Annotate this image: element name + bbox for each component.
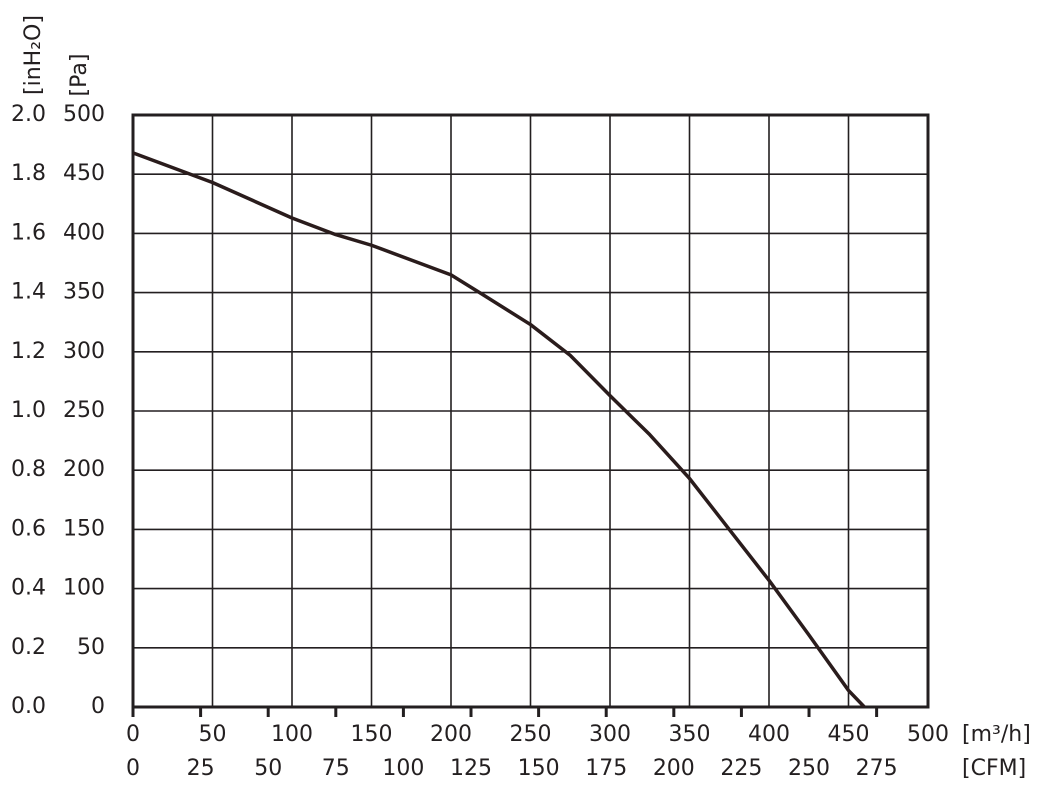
y-tick-label: 500 xyxy=(63,102,105,127)
x-tick-label: 50 xyxy=(199,722,227,747)
y-tick-label: 100 xyxy=(63,576,105,601)
x-tick-label: 100 xyxy=(271,722,313,747)
y2-tick-label: 0.0 xyxy=(11,694,46,719)
x2-tick-label: 275 xyxy=(856,756,898,781)
y-tick-label: 150 xyxy=(63,516,105,541)
y-tick-label: 50 xyxy=(77,635,105,660)
x-tick-label: 200 xyxy=(430,722,472,747)
x-tick-label: 500 xyxy=(907,722,949,747)
y2-tick-label: 1.0 xyxy=(11,398,46,423)
x2-tick-label: 100 xyxy=(382,756,424,781)
x2-tick-label: 250 xyxy=(788,756,830,781)
y-tick-label: 350 xyxy=(63,280,105,305)
x2-axis-label: [CFM] xyxy=(962,756,1026,781)
x-tick-label: 400 xyxy=(748,722,790,747)
x-tick-label: 300 xyxy=(589,722,631,747)
curve xyxy=(132,151,866,709)
y2-tick-label: 2.0 xyxy=(11,102,46,127)
y-tick-label: 200 xyxy=(63,457,105,482)
x2-tick-label: 150 xyxy=(518,756,560,781)
y2-tick-label: 1.6 xyxy=(11,220,46,245)
x-tick-label: 450 xyxy=(828,722,870,747)
y2-tick-label: 1.8 xyxy=(11,161,46,186)
x2-tick-label: 50 xyxy=(254,756,282,781)
y-tick-label: 400 xyxy=(63,220,105,245)
y2-tick-label: 0.6 xyxy=(11,516,46,541)
y2-axis-label: [inH₂O] xyxy=(21,15,46,95)
x2-tick-label: 75 xyxy=(322,756,350,781)
x2-tick-label: 125 xyxy=(450,756,492,781)
y-tick-label: 250 xyxy=(63,398,105,423)
x2-tick-label: 0 xyxy=(126,756,140,781)
y-tick-label: 300 xyxy=(63,339,105,364)
y-tick-label: 450 xyxy=(63,161,105,186)
x2-tick-label: 200 xyxy=(653,756,695,781)
y-tick-label: 0 xyxy=(91,694,105,719)
y2-tick-label: 1.4 xyxy=(11,280,46,305)
y2-tick-label: 0.8 xyxy=(11,457,46,482)
x-tick-label: 150 xyxy=(351,722,393,747)
y2-tick-label: 1.2 xyxy=(11,339,46,364)
y-axis-label: [Pa] xyxy=(67,54,92,97)
plot-frame xyxy=(131,113,930,709)
y2-tick-label: 0.2 xyxy=(11,635,46,660)
x2-tick-label: 225 xyxy=(720,756,762,781)
x-tick-label: 350 xyxy=(669,722,711,747)
x-tick-label: 0 xyxy=(126,722,140,747)
x-tick-label: 250 xyxy=(510,722,552,747)
x-axis-label: [m³/h] xyxy=(962,722,1031,747)
x2-tick-label: 25 xyxy=(187,756,215,781)
x2-tick-label: 175 xyxy=(585,756,627,781)
y2-tick-label: 0.4 xyxy=(11,576,46,601)
